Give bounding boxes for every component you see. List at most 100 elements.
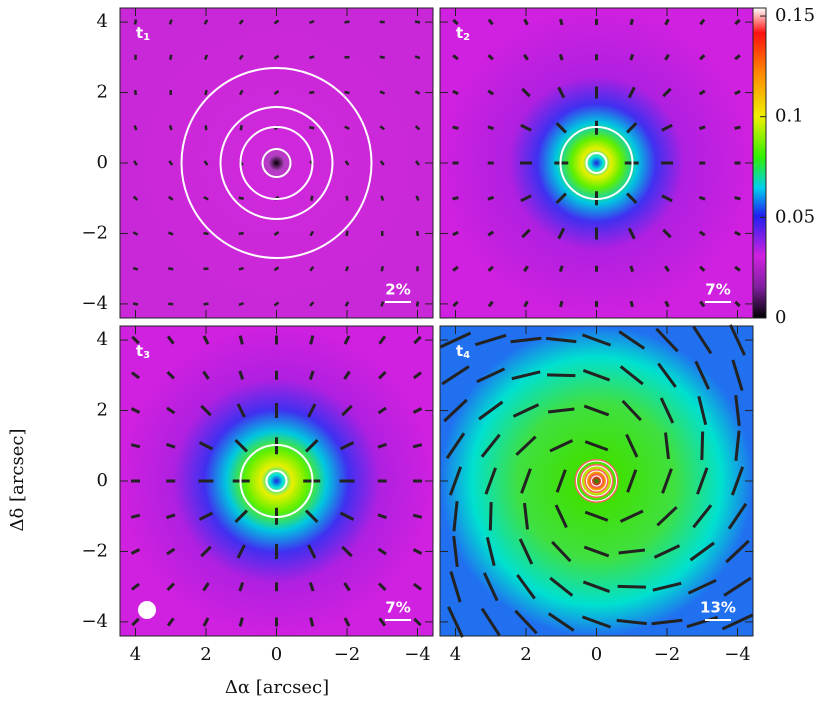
polarization-vector — [453, 127, 459, 128]
polarization-vector — [702, 432, 703, 460]
polarization-vector — [135, 90, 136, 95]
scale-label: 13% — [700, 599, 736, 617]
x-axis-label: Δα [arcsec] — [225, 677, 329, 698]
polarization-vector — [417, 231, 418, 236]
colorbar-tick-label: 0 — [775, 307, 786, 328]
polarization-vector — [170, 20, 172, 25]
scale-label: 2% — [385, 281, 410, 299]
polarization-vector — [417, 196, 419, 201]
polarization-vector — [382, 266, 383, 271]
polarization-vector — [381, 302, 383, 307]
polarization-vector — [239, 303, 244, 305]
x-tick-label: 0 — [591, 644, 602, 665]
polarization-vector — [346, 266, 348, 271]
polarization-vector — [453, 198, 459, 199]
y-tick-label: −2 — [81, 540, 108, 561]
polarization-vector — [345, 22, 350, 23]
panel-label-sub: 1 — [143, 32, 150, 43]
polarization-vector — [239, 233, 244, 234]
polarization-vector — [204, 233, 209, 234]
y-tick-label: 2 — [97, 82, 108, 103]
map — [440, 326, 753, 636]
colorbar-tick-label: 0.15 — [775, 5, 815, 26]
polarization-vector — [240, 618, 242, 627]
x-tick-label: 2 — [200, 644, 211, 665]
polarization-vector — [133, 304, 138, 305]
polarization-vector — [347, 231, 348, 236]
polarization-vector — [631, 19, 632, 25]
x-tick-label: 0 — [271, 644, 282, 665]
polarization-vector — [413, 515, 422, 517]
y-tick-label: 0 — [97, 470, 108, 491]
polarization-vector — [309, 92, 314, 93]
scale-label: 7% — [385, 599, 410, 617]
polarization-vector — [560, 266, 562, 272]
x-tick-label: 4 — [130, 644, 141, 665]
polarization-vector — [488, 197, 494, 199]
polarization-vector — [131, 445, 140, 447]
x-tick-label: 4 — [450, 644, 461, 665]
polarization-vector — [347, 196, 348, 201]
y-tick-label: 2 — [97, 400, 108, 421]
x-tick-label: −2 — [654, 644, 681, 665]
polarization-vector — [490, 502, 491, 530]
scale-label: 7% — [705, 281, 730, 299]
polarization-vector — [204, 304, 209, 305]
polarization-vector — [631, 301, 632, 307]
polarization-vector — [241, 125, 242, 130]
panel-label-base: t — [136, 24, 143, 42]
panel-label-sub: 3 — [143, 350, 150, 361]
panel-label-sub: 2 — [463, 32, 470, 43]
polarization-vector — [488, 127, 494, 129]
colorbar — [753, 8, 766, 318]
y-tick-label: 4 — [97, 329, 108, 350]
polarization-vector — [239, 268, 244, 269]
x-tick-label: −2 — [334, 644, 361, 665]
polarization-vector — [311, 196, 312, 201]
polarization-vector — [547, 375, 575, 376]
polarization-vector — [309, 57, 314, 58]
polarization-vector — [170, 125, 171, 130]
polarization-vector — [415, 56, 420, 58]
polarization-vector — [560, 54, 562, 60]
y-tick-label: 0 — [97, 152, 108, 173]
polarization-vector — [699, 127, 705, 129]
polarization-vector — [168, 268, 173, 269]
polarization-vector — [133, 268, 138, 270]
polarization-vector — [413, 445, 422, 447]
polarization-vector — [380, 92, 385, 94]
polarization-vector — [170, 55, 171, 60]
polarization-vector — [417, 302, 418, 307]
polarization-vector — [135, 125, 137, 130]
polarization-vector — [311, 618, 313, 627]
y-tick-label: −2 — [81, 222, 108, 243]
panel-label-base: t — [456, 342, 463, 360]
polarization-vector — [382, 196, 383, 201]
polarization-vector — [735, 127, 741, 128]
beam — [138, 601, 156, 619]
x-tick-label: −4 — [724, 644, 751, 665]
polarization-vector — [415, 22, 420, 23]
colorbar-tick-label: 0.1 — [775, 106, 804, 127]
map — [120, 8, 433, 318]
panel-label-sub: 4 — [463, 350, 470, 361]
polarization-vector — [206, 125, 207, 130]
polarization-vector — [699, 197, 705, 199]
colorbar-tick-label: 0.05 — [775, 206, 815, 227]
panel-label-base: t — [456, 24, 463, 42]
x-tick-label: −4 — [404, 644, 431, 665]
polarization-vector — [631, 266, 633, 272]
x-tick-label: 2 — [520, 644, 531, 665]
polarization-vector — [309, 127, 314, 128]
panel-label-base: t — [136, 342, 143, 360]
y-tick-label: −4 — [81, 293, 108, 314]
polarization-vector — [631, 54, 633, 60]
y-tick-label: −4 — [81, 611, 108, 632]
polarization-vector — [240, 336, 242, 345]
polarization-vector — [380, 57, 385, 58]
polarization-vector — [131, 515, 140, 517]
polarization-vector — [309, 21, 314, 23]
polarization-vector — [205, 55, 207, 60]
polarization-vector — [561, 19, 562, 25]
